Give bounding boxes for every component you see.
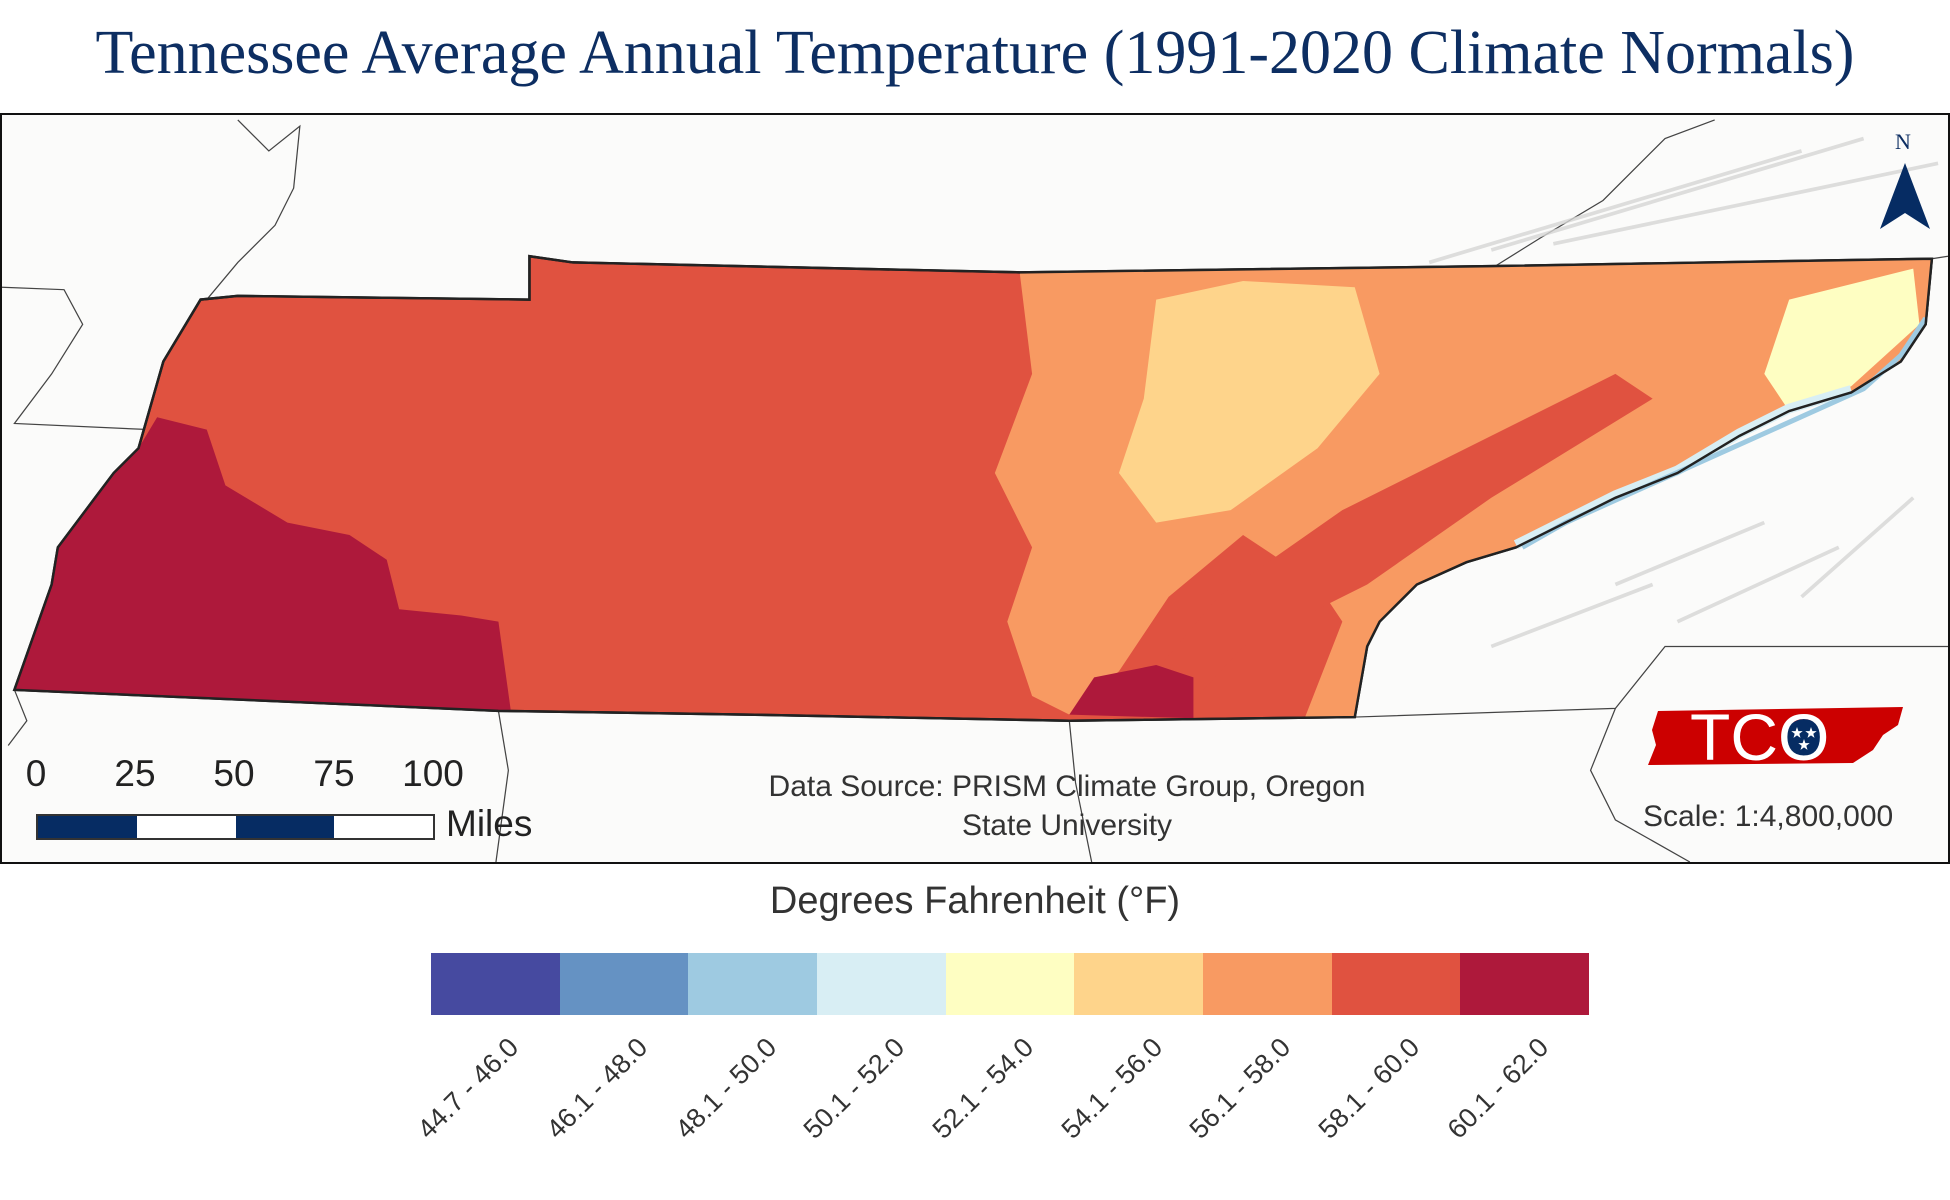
map-frame: N 0 25 50 75 100 Miles Data Source: PRIS… — [0, 113, 1950, 864]
legend-label: 54.1 - 56.0 — [1055, 1032, 1168, 1145]
state-outline — [12, 254, 1934, 723]
scale-tick-75: 75 — [313, 753, 355, 794]
scale-tick-0: 0 — [25, 753, 47, 794]
data-source-line1: Data Source: PRISM Climate Group, Oregon — [768, 770, 1366, 803]
legend-swatch — [945, 953, 1075, 1015]
legend-label: 58.1 - 60.0 — [1312, 1032, 1426, 1145]
legend-title: Degrees Fahrenheit (°F) — [769, 880, 1181, 922]
legend-swatch — [431, 953, 560, 1015]
north-arrow-icon — [1880, 163, 1930, 229]
legend-swatch — [1331, 953, 1461, 1015]
legend-label: 48.1 - 50.0 — [669, 1032, 782, 1145]
legend-swatch — [1203, 953, 1332, 1015]
north-label: N — [1895, 129, 1911, 154]
legend-label: 52.1 - 54.0 — [926, 1032, 1040, 1145]
legend-label: 46.1 - 48.0 — [540, 1032, 654, 1145]
logo-text: TCO — [1690, 700, 1830, 774]
valley-58-60-region — [1118, 373, 1653, 715]
scale-bar-segment — [136, 816, 236, 838]
state-54-56-region — [1118, 281, 1380, 523]
scale-bar-segment — [235, 816, 335, 838]
legend-label: 44.7 - 46.0 — [412, 1032, 525, 1145]
star-icon — [1791, 727, 1817, 750]
legend-swatch — [559, 953, 689, 1015]
state-60-62-region — [14, 417, 511, 711]
legend-swatch — [817, 953, 946, 1015]
legend-label: 50.1 - 52.0 — [798, 1032, 911, 1145]
scale-bar-segment — [334, 816, 433, 838]
state-52-54-region — [1764, 268, 1920, 412]
legend-label: 56.1 - 58.0 — [1184, 1032, 1297, 1145]
tennessee-map — [2, 119, 1948, 862]
scale-text: Scale: 1:4,800,000 — [1643, 800, 1894, 833]
map-title: Tennessee Average Annual Temperature (19… — [95, 19, 1855, 87]
valley-60-62-region — [1069, 665, 1194, 719]
scale-tick-50: 50 — [213, 753, 255, 794]
tco-logo: TCO — [1648, 700, 1908, 774]
logo-shape — [1648, 707, 1903, 765]
data-source-line2: State University — [961, 809, 1173, 842]
scale-tick-100: 100 — [402, 753, 464, 794]
legend-swatch — [1460, 953, 1590, 1015]
neighbor-state-borders — [2, 119, 1948, 862]
scale-unit: Miles — [446, 803, 533, 844]
legend-swatch — [688, 953, 818, 1015]
scale-tick-25: 25 — [114, 753, 156, 794]
legend-swatch — [1074, 953, 1204, 1015]
hillshade — [1428, 136, 1939, 649]
legend-label: 60.1 - 62.0 — [1441, 1032, 1554, 1145]
color-legend — [431, 953, 1590, 1015]
scale-bar — [36, 814, 435, 840]
scale-bar-segment — [38, 816, 137, 838]
